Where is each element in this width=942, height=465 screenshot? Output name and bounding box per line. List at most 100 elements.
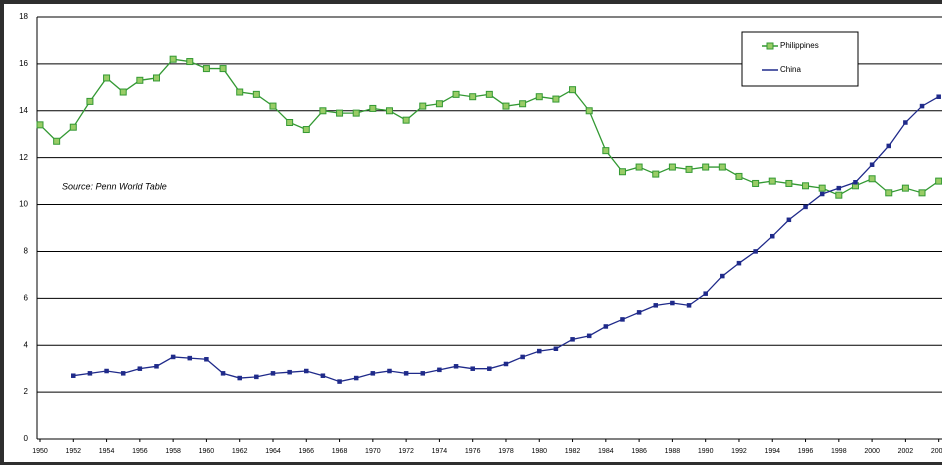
data-point: [152, 74, 160, 82]
data-point: [503, 361, 509, 367]
data-point: [868, 175, 876, 183]
data-point: [136, 76, 144, 84]
x-tick-label: 1960: [199, 448, 215, 455]
legend: Philippines China: [741, 31, 859, 87]
data-point: [186, 58, 194, 66]
legend-label: Philippines: [780, 41, 819, 50]
data-point: [187, 355, 193, 361]
y-tick-label: 2: [24, 387, 29, 396]
data-point: [71, 373, 76, 378]
data-point: [387, 368, 392, 374]
data-point: [735, 172, 743, 180]
data-point: [903, 120, 908, 125]
data-point: [553, 346, 559, 351]
data-point: [802, 182, 810, 190]
x-tick-label: 1998: [831, 448, 847, 455]
data-point: [919, 103, 925, 109]
data-point: [869, 162, 875, 167]
data-point: [886, 143, 891, 149]
y-tick-label: 0: [24, 434, 29, 443]
data-point: [420, 371, 426, 376]
data-point: [570, 337, 575, 342]
data-point: [236, 88, 244, 96]
data-point: [137, 366, 143, 371]
x-tick-label: 1986: [631, 448, 647, 455]
x-tick-label: 2002: [898, 448, 914, 455]
y-tick-label: 10: [19, 200, 28, 209]
data-point: [702, 163, 710, 171]
data-point: [487, 366, 492, 371]
data-point: [520, 354, 525, 360]
x-tick-label: 1982: [565, 448, 581, 455]
legend-label: China: [780, 65, 801, 74]
data-point: [270, 371, 276, 376]
data-point: [403, 371, 409, 376]
data-point: [287, 369, 292, 375]
data-point: [485, 90, 493, 98]
data-point: [237, 375, 242, 381]
x-tick-label: 1990: [698, 448, 714, 455]
y-tick-label: 18: [19, 12, 28, 21]
data-point: [169, 55, 177, 63]
data-point: [602, 147, 610, 155]
data-point: [319, 107, 327, 115]
data-point: [302, 126, 310, 134]
legend-box: [741, 31, 859, 87]
data-point: [686, 303, 692, 308]
data-point: [254, 374, 259, 380]
data-point: [469, 93, 477, 101]
x-tick-label: 1980: [531, 448, 547, 455]
x-tick-label: 1952: [65, 448, 81, 455]
data-point: [586, 333, 592, 339]
data-point: [552, 95, 560, 103]
data-point: [352, 109, 360, 117]
x-tick-label: 1964: [265, 448, 281, 455]
x-tick-label: 1974: [432, 448, 448, 455]
x-tick-label: 1970: [365, 448, 381, 455]
data-point: [402, 116, 410, 124]
data-point: [502, 102, 510, 110]
data-point: [720, 273, 725, 279]
data-point: [786, 217, 792, 223]
data-point: [620, 317, 625, 322]
data-point: [86, 97, 94, 105]
data-point: [370, 371, 376, 376]
data-point: [653, 303, 659, 308]
x-tick-label: 1968: [332, 448, 348, 455]
x-tick-label: 2000: [864, 448, 880, 455]
data-point: [768, 177, 776, 185]
x-tick-label: 1956: [132, 448, 148, 455]
data-point: [718, 163, 726, 171]
data-point: [569, 86, 577, 94]
x-tick-label: 1996: [798, 448, 814, 455]
data-point: [535, 93, 543, 101]
y-tick-label: 4: [24, 340, 29, 349]
data-point: [901, 184, 909, 192]
data-point: [635, 163, 643, 171]
data-point: [69, 123, 77, 131]
annotation: Source: Penn World Table: [62, 181, 167, 191]
data-point: [670, 300, 675, 306]
x-tick-label: 1988: [665, 448, 681, 455]
data-point: [204, 357, 209, 362]
data-point: [336, 109, 344, 117]
data-point: [603, 324, 609, 329]
x-tick-label: 1962: [232, 448, 248, 455]
data-point: [935, 177, 942, 185]
data-point: [853, 180, 858, 185]
data-point: [453, 364, 459, 369]
data-point: [369, 104, 377, 112]
data-point: [419, 102, 427, 110]
data-point: [752, 179, 760, 187]
data-point: [119, 88, 127, 96]
data-point: [736, 260, 742, 266]
data-point: [219, 65, 227, 73]
x-tick-label: 1972: [398, 448, 414, 455]
data-point: [918, 189, 926, 197]
x-tick-label: 1992: [731, 448, 747, 455]
data-point: [304, 368, 309, 374]
data-point: [836, 185, 842, 191]
data-point: [519, 100, 527, 108]
data-point: [452, 90, 460, 98]
